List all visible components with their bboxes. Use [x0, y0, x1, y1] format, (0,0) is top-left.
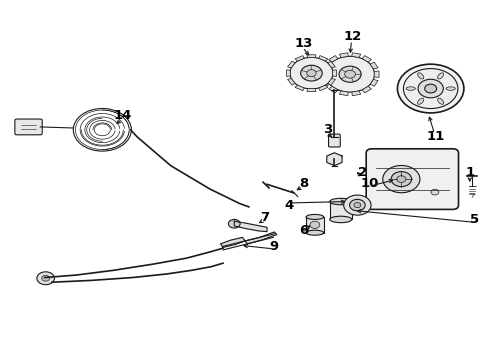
Text: 9: 9 — [270, 240, 279, 253]
Polygon shape — [318, 85, 328, 91]
Circle shape — [354, 203, 361, 208]
Ellipse shape — [330, 216, 352, 223]
Circle shape — [343, 195, 371, 215]
Polygon shape — [220, 237, 245, 247]
Polygon shape — [288, 61, 295, 68]
Ellipse shape — [417, 98, 424, 104]
Text: 3: 3 — [323, 123, 333, 136]
Circle shape — [37, 272, 54, 285]
Circle shape — [431, 189, 439, 195]
Polygon shape — [322, 80, 330, 86]
Bar — [306, 217, 324, 233]
FancyBboxPatch shape — [329, 134, 340, 147]
Ellipse shape — [438, 98, 444, 104]
Text: 1: 1 — [465, 166, 474, 179]
Polygon shape — [318, 55, 328, 61]
Polygon shape — [352, 53, 361, 58]
Circle shape — [403, 68, 458, 109]
Circle shape — [397, 176, 406, 183]
Circle shape — [326, 56, 374, 92]
Text: 2: 2 — [358, 166, 367, 179]
Circle shape — [310, 221, 320, 228]
Text: 12: 12 — [343, 30, 362, 43]
Circle shape — [344, 70, 355, 78]
Text: 4: 4 — [284, 199, 294, 212]
Circle shape — [301, 65, 322, 81]
Ellipse shape — [306, 230, 324, 235]
Polygon shape — [329, 55, 338, 62]
Polygon shape — [295, 55, 304, 61]
Circle shape — [228, 220, 240, 228]
Circle shape — [290, 57, 333, 89]
Text: 5: 5 — [470, 213, 479, 226]
Ellipse shape — [406, 87, 416, 90]
Polygon shape — [327, 153, 342, 166]
Polygon shape — [362, 86, 371, 93]
Polygon shape — [328, 61, 335, 68]
Text: 13: 13 — [294, 37, 313, 50]
Ellipse shape — [417, 73, 424, 79]
Polygon shape — [295, 85, 304, 91]
Polygon shape — [234, 221, 267, 231]
Polygon shape — [321, 71, 326, 77]
Text: 7: 7 — [260, 211, 269, 224]
Text: 8: 8 — [299, 177, 308, 190]
Text: 14: 14 — [114, 109, 132, 122]
FancyBboxPatch shape — [15, 119, 42, 135]
Circle shape — [418, 79, 443, 98]
Polygon shape — [340, 91, 348, 96]
Polygon shape — [245, 232, 277, 244]
Bar — [330, 202, 352, 220]
Circle shape — [391, 172, 412, 186]
Text: 6: 6 — [299, 224, 308, 237]
Polygon shape — [329, 86, 338, 93]
Circle shape — [307, 70, 316, 77]
Circle shape — [425, 84, 437, 93]
Polygon shape — [322, 62, 330, 69]
Ellipse shape — [438, 73, 444, 79]
Polygon shape — [374, 71, 379, 77]
Polygon shape — [288, 78, 295, 85]
Text: 11: 11 — [426, 130, 445, 144]
Ellipse shape — [446, 87, 455, 90]
Polygon shape — [307, 55, 316, 58]
Polygon shape — [340, 53, 348, 58]
Polygon shape — [307, 89, 316, 91]
Polygon shape — [333, 70, 337, 76]
Polygon shape — [287, 70, 290, 76]
Circle shape — [383, 166, 420, 193]
Circle shape — [339, 66, 361, 82]
Circle shape — [349, 199, 365, 211]
Circle shape — [42, 275, 49, 281]
Polygon shape — [328, 78, 335, 85]
Text: 10: 10 — [361, 177, 379, 190]
Polygon shape — [370, 62, 378, 69]
Polygon shape — [352, 91, 361, 96]
Ellipse shape — [306, 215, 324, 220]
Ellipse shape — [330, 198, 352, 205]
Polygon shape — [362, 55, 371, 62]
Circle shape — [397, 64, 464, 113]
Polygon shape — [370, 80, 378, 86]
FancyBboxPatch shape — [366, 149, 459, 210]
